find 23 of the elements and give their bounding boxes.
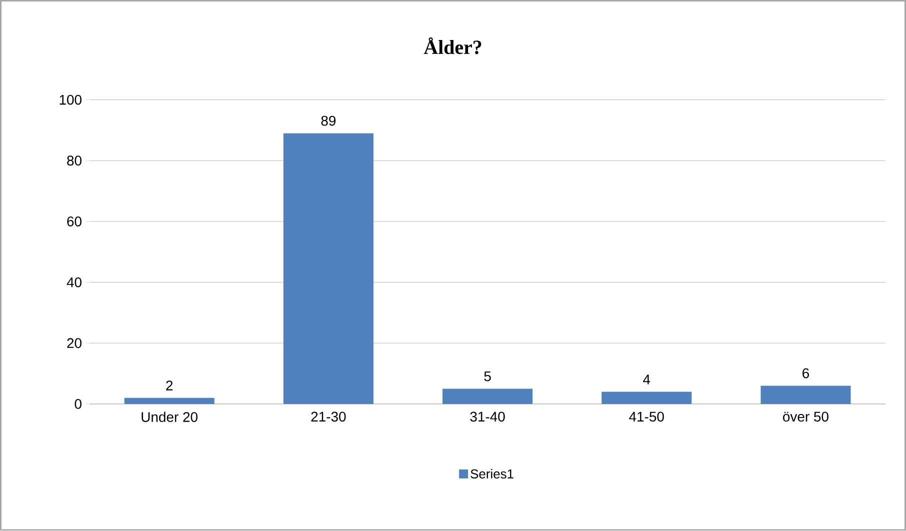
- x-tick-label: över 50: [783, 412, 828, 422]
- x-tick-label: 21-30: [311, 412, 346, 422]
- data-label: 2: [166, 380, 173, 390]
- chart-title: Ålder?: [424, 37, 482, 54]
- bar: [124, 398, 214, 404]
- y-tick-label: 40: [66, 277, 82, 288]
- y-tick-label: 0: [74, 399, 82, 410]
- x-tick-label: Under 20: [142, 412, 198, 422]
- y-tick-label: 20: [67, 338, 82, 348]
- data-label: 5: [484, 372, 491, 382]
- bar: [442, 388, 533, 404]
- data-label: 6: [802, 368, 809, 378]
- bar: [283, 133, 374, 404]
- bar: [760, 386, 851, 404]
- bar: [602, 392, 692, 404]
- x-tick-label: 31-40: [470, 412, 505, 422]
- legend-label: Series1: [470, 469, 514, 479]
- data-label: 89: [321, 116, 336, 126]
- y-tick-label: 100: [60, 94, 82, 105]
- y-tick-label: 80: [67, 156, 82, 166]
- x-tick-label: 41-50: [629, 412, 664, 422]
- data-label: 4: [643, 374, 650, 384]
- y-tick-label: 60: [67, 216, 82, 227]
